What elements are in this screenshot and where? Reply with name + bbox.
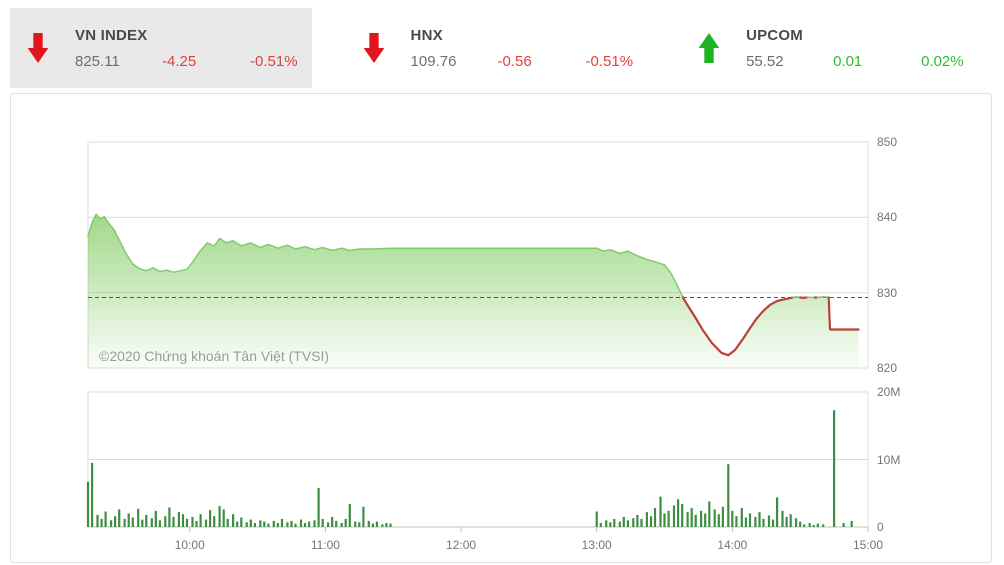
time-axis-tick: 10:00: [174, 538, 205, 552]
index-change: 0.01: [833, 52, 863, 70]
index-change: -4.25: [162, 52, 197, 70]
index-summary-header: VN INDEX 825.11 -4.25 -0.51% HNX 109.76 …: [10, 8, 994, 88]
up-arrow-icon: [694, 31, 724, 65]
time-axis-tick: 13:00: [581, 538, 612, 552]
volume-axis-tick: 0: [877, 520, 884, 534]
index-panel-upcom[interactable]: UPCOM 55.52 0.01 0.02%: [681, 8, 978, 88]
index-values: 825.11 -4.25 -0.51%: [75, 53, 312, 70]
price-axis-tick: 850: [877, 135, 898, 149]
price-axis-tick: 820: [877, 361, 898, 375]
time-axis-tick: 15:00: [852, 538, 884, 552]
index-value: 109.76: [410, 52, 457, 70]
index-name: UPCOM: [746, 26, 803, 44]
index-change-pct: 0.02%: [921, 52, 964, 70]
time-axis-tick: 11:00: [310, 538, 340, 552]
price-axis-tick: 840: [877, 210, 898, 225]
index-value: 55.52: [746, 52, 784, 70]
time-axis-tick: 14:00: [717, 538, 748, 552]
time-axis-tick: 12:00: [446, 538, 477, 552]
index-panel-vnindex[interactable]: VN INDEX 825.11 -4.25 -0.51%: [10, 8, 312, 88]
index-info: VN INDEX 825.11 -4.25 -0.51%: [75, 27, 312, 70]
index-values: 55.52 0.01 0.02%: [746, 53, 978, 70]
index-change-pct: -0.51%: [250, 52, 298, 70]
price-axis-tick: 830: [877, 285, 898, 300]
index-change: -0.56: [497, 52, 532, 70]
volume-axis-tick: 20M: [877, 385, 901, 399]
down-arrow-icon: [359, 31, 389, 65]
watermark: ©2020 Chứng khoán Tân Việt (TVSI): [99, 348, 330, 364]
index-panel-hnx[interactable]: HNX 109.76 -0.56 -0.51%: [345, 8, 648, 88]
index-info: UPCOM 55.52 0.01 0.02%: [746, 27, 978, 70]
index-info: HNX 109.76 -0.56 -0.51%: [411, 27, 648, 70]
down-arrow-icon: [23, 31, 53, 65]
volume-axis-tick: 10M: [877, 452, 901, 467]
index-name: HNX: [410, 26, 443, 44]
index-values: 109.76 -0.56 -0.51%: [411, 53, 648, 70]
index-value: 825.11: [75, 52, 120, 70]
index-change-pct: -0.51%: [585, 52, 634, 70]
index-name: VN INDEX: [75, 26, 148, 44]
